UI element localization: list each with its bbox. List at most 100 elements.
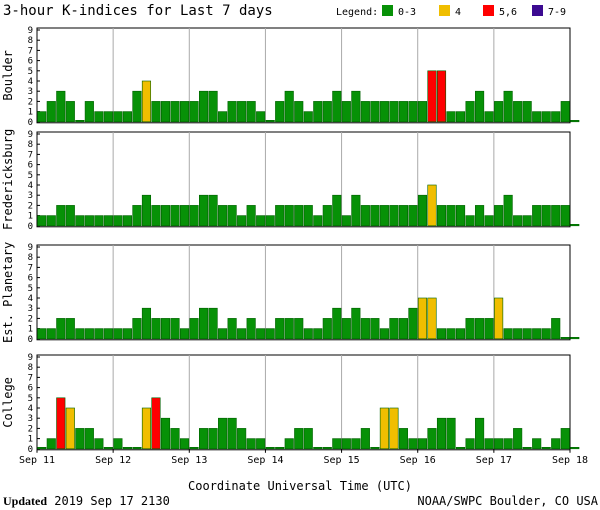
k-index-bar [313, 101, 323, 123]
k-index-bar [570, 336, 580, 340]
k-index-bar [303, 111, 313, 123]
k-index-bar [84, 328, 94, 340]
k-index-bar [351, 90, 361, 123]
k-index-bar [389, 318, 399, 340]
k-index-bar [484, 111, 494, 123]
k-index-bar [103, 446, 113, 450]
k-index-bar [199, 428, 209, 450]
y-tick-label: 5 [28, 284, 33, 294]
k-index-bar [199, 307, 209, 340]
k-index-bar [341, 101, 351, 123]
x-tick-label: Sep 16 [400, 455, 436, 466]
k-index-bar [427, 297, 437, 340]
k-index-bar [560, 428, 570, 450]
chart-title: 3-hour K-indices for Last 7 days [3, 3, 273, 19]
k-index-bar [218, 111, 228, 123]
k-index-bar [46, 215, 56, 227]
k-index-bar [265, 120, 275, 123]
k-index-bar [332, 194, 342, 227]
k-index-bar [484, 215, 494, 227]
k-index-bar [65, 407, 75, 450]
y-tick-label: 4 [28, 181, 33, 191]
k-index-bar [132, 446, 142, 450]
updated-label: Updated 2019 Sep 17 2130 [3, 494, 170, 508]
k-index-bar [37, 446, 47, 450]
k-index-bar [65, 101, 75, 123]
k-index-bar [475, 318, 485, 340]
k-index-bar [275, 205, 285, 227]
k-index-bar [179, 205, 190, 227]
k-index-bar [256, 438, 266, 450]
k-index-bar [113, 328, 123, 340]
k-index-bar [46, 438, 56, 450]
k-index-bar [94, 328, 104, 340]
k-index-bar [570, 120, 580, 123]
k-index-bar [417, 194, 428, 227]
k-index-bar [284, 438, 294, 450]
k-index-bar [237, 428, 247, 450]
y-tick-label: 9 [28, 353, 33, 363]
k-index-bar [75, 428, 85, 450]
k-index-bar [455, 205, 466, 227]
k-index-bar [379, 205, 389, 227]
k-index-bar [417, 101, 428, 123]
k-index-bar [151, 397, 161, 450]
k-index-bar [532, 438, 542, 450]
k-index-bar [455, 446, 466, 450]
legend-swatch-0-3 [382, 5, 393, 16]
k-index-bar [313, 328, 323, 340]
k-index-bar [551, 438, 561, 450]
k-index-bar [294, 205, 304, 227]
panel-label-boulder: Boulder [1, 50, 15, 101]
y-tick-label: 9 [28, 243, 33, 253]
k-index-bar [65, 318, 75, 340]
updated-datetime: 2019 Sep 17 2130 [47, 494, 170, 508]
k-index-bar [513, 101, 523, 123]
k-index-bar [455, 111, 466, 123]
k-index-bar [379, 328, 389, 340]
k-index-bar [370, 101, 380, 123]
x-tick-label: Sep 15 [324, 455, 360, 466]
k-index-bar [494, 438, 504, 450]
k-index-bar [75, 215, 85, 227]
k-index-bar [475, 205, 485, 227]
k-index-bar [560, 101, 570, 123]
k-index-bar [389, 407, 399, 450]
k-index-bar [341, 215, 351, 227]
k-index-bar [417, 297, 428, 340]
panel-frame [36, 27, 571, 124]
k-index-bar [284, 318, 294, 340]
k-index-bar [541, 328, 551, 340]
k-index-bar [160, 318, 171, 340]
k-index-bar [370, 446, 380, 450]
k-index-bar [122, 215, 132, 227]
k-index-bar [398, 318, 408, 340]
k-index-bar [160, 417, 171, 450]
k-index-bar [513, 328, 523, 340]
k-index-bar [446, 205, 456, 227]
k-index-bar [65, 205, 75, 227]
k-index-bar [427, 70, 437, 123]
k-index-bar [408, 438, 418, 450]
k-index-bar [227, 101, 237, 123]
k-index-bar [208, 428, 218, 450]
x-tick-label: Sep 18 [552, 455, 588, 466]
y-tick-label: 4 [28, 294, 33, 304]
k-index-bar [132, 90, 142, 123]
k-index-bar [199, 194, 209, 227]
y-tick-label: 7 [28, 46, 33, 56]
k-index-bar [446, 417, 456, 450]
k-index-bar [484, 438, 494, 450]
x-tick-label: Sep 11 [19, 455, 55, 466]
legend-swatch-7-9 [532, 5, 543, 16]
k-index-bar [208, 307, 218, 340]
k-index-bar [170, 428, 180, 450]
k-index-bar [151, 205, 161, 227]
k-index-bar [275, 446, 285, 450]
k-index-bar [46, 328, 56, 340]
k-index-bar [275, 318, 285, 340]
k-index-bar [522, 215, 532, 227]
k-index-bar [160, 205, 171, 227]
k-index-bar [360, 205, 370, 227]
